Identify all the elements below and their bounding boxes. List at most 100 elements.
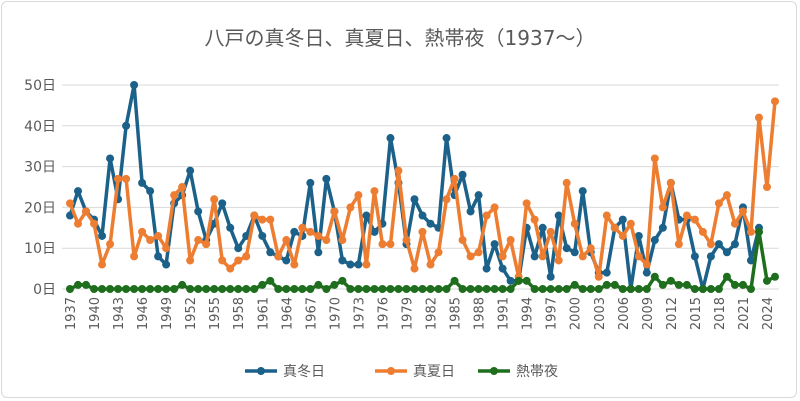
data-point bbox=[506, 285, 515, 293]
data-point bbox=[650, 236, 659, 245]
data-point bbox=[570, 248, 579, 257]
data-point bbox=[298, 285, 307, 293]
data-point bbox=[354, 285, 363, 293]
data-point bbox=[74, 187, 83, 196]
data-point bbox=[706, 285, 715, 293]
data-point bbox=[186, 285, 195, 293]
data-point bbox=[602, 280, 611, 289]
data-point bbox=[442, 285, 451, 293]
data-point bbox=[738, 280, 747, 289]
data-point bbox=[426, 285, 435, 293]
data-point bbox=[314, 248, 323, 257]
data-point bbox=[258, 231, 267, 240]
data-point bbox=[354, 191, 363, 200]
data-point bbox=[402, 285, 411, 293]
x-tick-label: 2018 bbox=[713, 297, 728, 330]
x-tick-label: 1976 bbox=[376, 297, 391, 330]
data-point bbox=[242, 285, 251, 293]
data-point bbox=[154, 285, 163, 293]
data-point bbox=[106, 154, 115, 163]
x-tick-label: 1994 bbox=[521, 297, 536, 330]
data-point bbox=[234, 256, 243, 265]
data-point bbox=[578, 285, 587, 293]
x-tick-label: 1979 bbox=[400, 297, 415, 330]
data-point bbox=[658, 280, 667, 289]
x-tick-label: 1982 bbox=[425, 297, 440, 330]
x-tick-label: 1946 bbox=[136, 297, 151, 330]
data-point bbox=[298, 223, 307, 232]
data-point bbox=[210, 195, 219, 204]
data-point bbox=[266, 276, 275, 285]
data-point bbox=[130, 81, 139, 89]
data-point bbox=[170, 191, 179, 200]
data-point bbox=[226, 223, 235, 232]
data-point bbox=[698, 285, 707, 293]
y-tick-label: 0日 bbox=[33, 282, 56, 298]
data-point bbox=[650, 154, 659, 163]
data-point bbox=[762, 183, 771, 191]
data-point bbox=[90, 285, 99, 293]
data-point bbox=[578, 187, 587, 196]
x-tick-label: 1937 bbox=[64, 297, 79, 330]
data-point bbox=[658, 223, 667, 232]
data-point bbox=[266, 215, 275, 224]
x-tick-label: 2024 bbox=[761, 297, 776, 330]
data-point bbox=[330, 207, 339, 216]
data-point bbox=[546, 285, 555, 293]
data-point bbox=[562, 244, 571, 253]
data-point bbox=[378, 285, 387, 293]
data-point bbox=[522, 199, 531, 208]
data-point bbox=[346, 203, 355, 212]
data-point bbox=[498, 285, 507, 293]
data-point bbox=[666, 276, 675, 285]
data-point bbox=[66, 211, 74, 220]
data-point bbox=[754, 113, 763, 122]
x-tick-label: 2021 bbox=[737, 297, 752, 330]
data-point bbox=[706, 252, 715, 261]
data-point bbox=[754, 227, 763, 236]
data-point bbox=[410, 285, 419, 293]
data-point bbox=[330, 280, 339, 289]
data-point bbox=[306, 285, 315, 293]
data-point bbox=[506, 236, 515, 245]
data-point bbox=[210, 285, 219, 293]
y-tick-label: 10日 bbox=[24, 241, 56, 257]
data-point bbox=[706, 240, 715, 249]
data-point bbox=[650, 272, 659, 281]
data-point bbox=[530, 215, 539, 224]
data-point bbox=[514, 276, 523, 285]
data-point bbox=[122, 174, 131, 183]
data-point bbox=[586, 244, 595, 253]
data-point bbox=[290, 285, 299, 293]
data-point bbox=[426, 219, 435, 228]
data-point bbox=[162, 244, 171, 253]
data-point bbox=[771, 97, 779, 106]
data-point bbox=[482, 264, 491, 273]
data-point bbox=[714, 240, 723, 249]
data-point bbox=[410, 264, 419, 273]
data-point bbox=[386, 134, 395, 143]
x-tick-label: 2006 bbox=[617, 297, 632, 330]
data-point bbox=[690, 215, 699, 224]
data-point bbox=[82, 207, 91, 216]
data-point bbox=[618, 285, 627, 293]
y-tick-label: 50日 bbox=[24, 78, 56, 94]
data-point bbox=[194, 285, 203, 293]
data-point bbox=[186, 166, 195, 175]
data-point bbox=[282, 236, 291, 245]
data-point bbox=[66, 199, 74, 208]
data-point bbox=[690, 252, 699, 261]
data-point bbox=[266, 248, 275, 257]
data-point bbox=[642, 268, 651, 277]
data-point bbox=[490, 203, 499, 212]
x-tick-label: 1991 bbox=[497, 297, 512, 330]
data-point bbox=[450, 174, 459, 183]
data-point bbox=[290, 260, 299, 269]
data-point bbox=[122, 285, 131, 293]
data-point bbox=[394, 285, 403, 293]
x-tick-label: 1964 bbox=[280, 297, 295, 330]
data-point bbox=[522, 276, 531, 285]
data-point bbox=[410, 195, 419, 204]
data-point bbox=[138, 227, 147, 236]
